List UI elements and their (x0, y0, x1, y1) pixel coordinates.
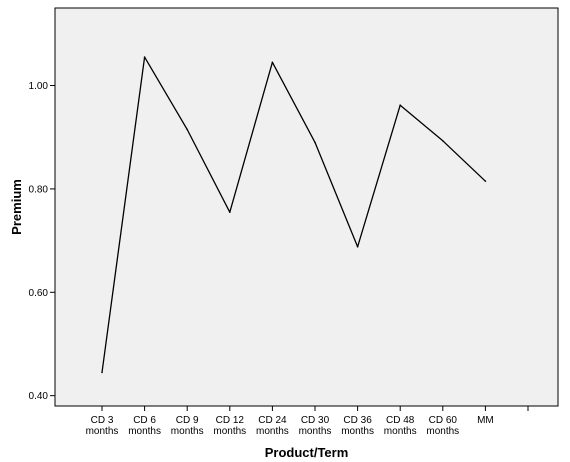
data-point (271, 61, 274, 64)
x-tick-label: CD 24 months (256, 415, 289, 437)
data-point (186, 128, 188, 131)
data-point (484, 180, 487, 182)
x-tick-label: CD 30 months (299, 415, 332, 437)
series-layer (101, 56, 487, 374)
x-tick-label: CD 12 months (213, 415, 246, 437)
x-axis-title: Product/Term (265, 445, 349, 460)
y-axis-title: Premium (9, 179, 24, 235)
x-tick-label: CD 6 months (128, 415, 161, 437)
x-tick-label: MM (477, 415, 494, 426)
data-point (314, 141, 316, 144)
y-tick-label: 0.60 (29, 288, 49, 299)
data-point (356, 246, 359, 248)
series-line (101, 56, 486, 373)
plot-area (54, 7, 559, 407)
x-tick-label: CD 3 months (86, 415, 119, 437)
y-axis: 0.40 0.60 0.80 1.00 (29, 81, 55, 402)
x-axis: CD 3 months CD 6 months CD 9 months CD 12 month… (86, 406, 529, 437)
y-tick-label: 0.80 (29, 184, 49, 195)
data-point (442, 140, 444, 142)
data-point (143, 56, 146, 58)
x-tick-label: CD 9 months (171, 415, 204, 437)
x-tick-label: CD 48 months (384, 415, 417, 437)
data-point (399, 104, 402, 106)
y-tick-label: 1.00 (29, 81, 49, 92)
y-tick-label: 0.40 (29, 391, 49, 402)
x-tick-label: CD 60 months (426, 415, 459, 437)
x-tick-label: CD 36 months (341, 415, 374, 437)
data-point (101, 371, 103, 374)
data-point (229, 211, 231, 213)
